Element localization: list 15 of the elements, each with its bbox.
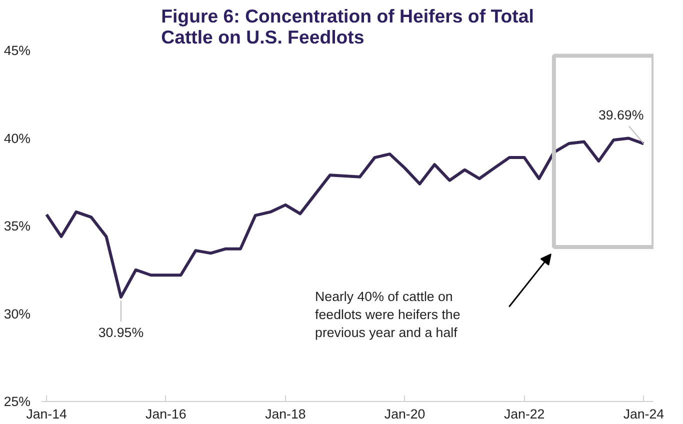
annotation: 39.69%: [598, 108, 644, 123]
x-tick-label: Jan-22: [504, 406, 545, 422]
x-tick-label: Jan-14: [26, 406, 68, 422]
annotation: Nearly 40% of cattle on feedlots were heifers the previous year and a half: [315, 289, 460, 340]
y-tick-label: 25%: [4, 394, 31, 409]
x-tick-label: Jan-18: [265, 406, 306, 422]
y-tick-label: 40%: [4, 130, 31, 146]
x-tick-label: Jan-24: [623, 406, 665, 422]
y-tick-label: 35%: [4, 218, 31, 234]
y-tick-label: 45%: [4, 43, 31, 58]
y-tick-label: 30%: [4, 306, 31, 322]
x-tick-label: Jan-20: [384, 406, 426, 422]
annotation: 30.95%: [98, 325, 144, 340]
x-tick-label: Jan-16: [146, 406, 186, 422]
chart-title: Figure 6: Concentration of Heifers of Total Cattle on U.S. Feedlots: [161, 6, 534, 48]
